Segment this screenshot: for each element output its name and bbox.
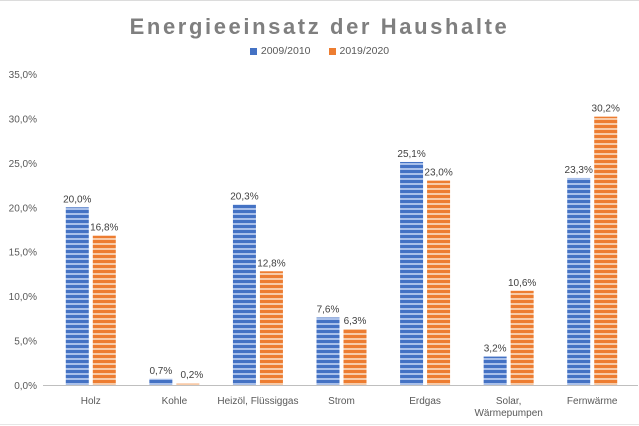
x-category-label: Holz	[81, 396, 101, 407]
bar-series-1	[316, 317, 340, 385]
data-label: 12,8%	[257, 258, 285, 269]
data-label: 30,2%	[592, 104, 620, 115]
y-tick-label: 20,0%	[9, 203, 37, 214]
bar-series-1	[567, 177, 591, 385]
frame-top-border	[0, 0, 639, 1]
bar-series-1	[149, 378, 173, 385]
x-category-label: Wärmepumpen	[474, 408, 542, 419]
bar-series-1	[65, 207, 89, 385]
data-label: 23,3%	[565, 165, 593, 176]
y-tick-label: 15,0%	[9, 248, 37, 259]
bar-series-2	[427, 180, 451, 385]
legend-label-series-2: 2019/2020	[339, 45, 390, 57]
data-label: 0,7%	[149, 366, 172, 377]
x-category-label: Erdgas	[409, 396, 441, 407]
legend-label-series-1: 2009/2010	[260, 45, 311, 57]
y-tick-label: 25,0%	[9, 159, 37, 170]
x-category-label: Solar,	[496, 396, 522, 407]
bar-series-1	[483, 356, 507, 385]
y-tick-label: 30,0%	[9, 114, 37, 125]
bar-series-2	[92, 235, 116, 385]
bar-series-2	[259, 271, 283, 385]
data-label: 3,2%	[484, 344, 507, 355]
legend-swatch-series-2	[328, 47, 336, 55]
data-label: 6,3%	[344, 316, 367, 327]
y-tick-label: 35,0%	[9, 70, 37, 81]
bar-series-1	[400, 161, 424, 385]
data-label: 7,6%	[317, 304, 340, 315]
legend-item-series-2: 2019/2020	[328, 45, 390, 57]
data-label: 16,8%	[90, 223, 118, 234]
data-label: 25,1%	[397, 149, 425, 160]
legend: 2009/2010 2019/2020	[0, 45, 639, 57]
bar-series-1	[232, 204, 256, 385]
y-tick-label: 5,0%	[14, 337, 37, 348]
legend-item-series-1: 2009/2010	[249, 45, 311, 57]
data-label: 20,3%	[230, 192, 258, 203]
bar-series-2	[176, 383, 200, 385]
chart-title: Energieeinsatz der Haushalte	[129, 14, 510, 39]
legend-swatch-series-1	[249, 47, 257, 55]
y-tick-label: 10,0%	[9, 292, 37, 303]
data-label: 10,6%	[508, 278, 536, 289]
bar-series-2	[343, 329, 367, 385]
y-tick-label: 0,0%	[14, 381, 37, 392]
data-label: 23,0%	[424, 168, 452, 179]
data-label: 0,2%	[180, 370, 203, 381]
data-label: 20,0%	[63, 194, 91, 205]
x-category-label: Kohle	[162, 396, 188, 407]
x-category-label: Fernwärme	[567, 396, 618, 407]
bar-series-2	[510, 290, 534, 385]
x-category-label: Heizöl, Flüssiggas	[217, 396, 298, 407]
frame-bottom-border	[0, 424, 639, 425]
bar-series-2	[594, 116, 618, 385]
x-category-label: Strom	[328, 396, 355, 407]
